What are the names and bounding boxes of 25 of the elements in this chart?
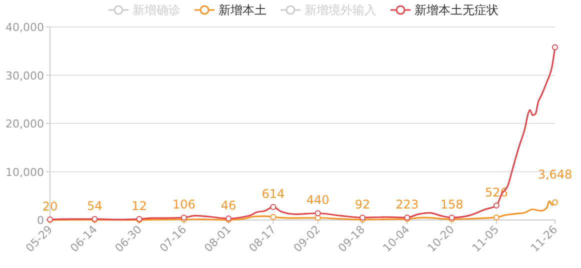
data-label: 12 [132,199,147,214]
y-tick-label: 30,000 [6,69,44,82]
data-label: 92 [354,198,370,212]
point [493,202,500,209]
data-label: 158 [440,198,464,212]
point [270,214,276,220]
data-label: 614 [262,186,285,201]
y-tick-label: 40,000 [6,21,44,34]
point [493,214,500,220]
legend-label: 新增本土无症状 [414,3,498,17]
data-label: 46 [220,198,236,213]
y-tick-label: 0 [37,214,44,227]
data-label: 20 [42,200,58,214]
data-label: 223 [396,198,419,212]
data-label: 3,648 [538,167,572,182]
data-label: 54 [87,199,102,214]
y-tick-label: 20,000 [6,118,44,130]
data-label: 440 [306,193,330,208]
legend-label: 新增本土 [218,3,266,17]
point [270,204,276,210]
data-label: 106 [172,198,196,212]
point [552,199,558,206]
point [314,210,321,216]
point [552,44,558,50]
y-tick-label: 10,000 [6,166,44,179]
